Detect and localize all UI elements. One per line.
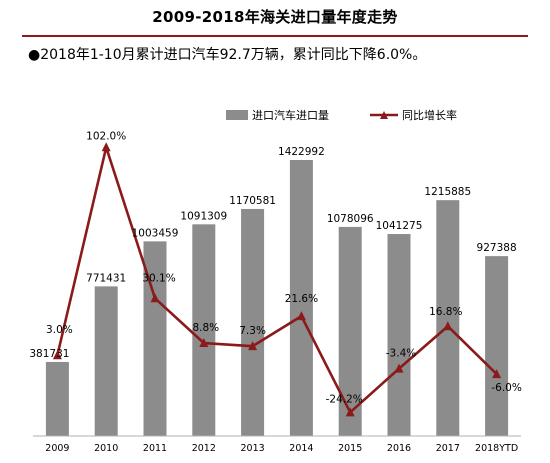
growth-rate-line bbox=[56, 146, 498, 414]
chart-title: 2009-2018年海关进口量年度走势 bbox=[152, 8, 398, 26]
bar-value-label-2012: 1091309 bbox=[180, 210, 227, 222]
growth-marker-2010 bbox=[101, 142, 111, 152]
growth-marker-2016 bbox=[394, 363, 404, 373]
x-tick-label-2014: 2014 bbox=[289, 443, 313, 454]
bar-value-label-2010: 771431 bbox=[86, 272, 126, 284]
bar-value-label-2018YTD: 927388 bbox=[477, 242, 517, 254]
growth-marker-2017 bbox=[443, 321, 453, 331]
x-tick-label-2011: 2011 bbox=[143, 443, 167, 454]
x-tick-label-2016: 2016 bbox=[387, 443, 411, 454]
growth-value-label-2014: 21.6% bbox=[285, 293, 318, 305]
x-tick-label-2010: 2010 bbox=[94, 443, 118, 454]
x-tick-label-2018YTD: 2018YTD bbox=[475, 443, 518, 454]
growth-marker-2013 bbox=[248, 341, 258, 351]
growth-marker-2009 bbox=[52, 350, 62, 360]
volume-bar-2010 bbox=[94, 286, 118, 436]
volume-bar-2012 bbox=[192, 224, 216, 436]
volume-bar-2016 bbox=[387, 234, 411, 436]
growth-value-label-2012: 8.8% bbox=[192, 322, 219, 334]
x-tick-label-2009: 2009 bbox=[45, 443, 69, 454]
volume-bar-2013 bbox=[241, 208, 265, 436]
bar-value-label-2015: 1078096 bbox=[327, 213, 374, 225]
bar-value-label-2016: 1041275 bbox=[376, 220, 423, 232]
volume-bar-2014 bbox=[289, 160, 313, 436]
x-tick-label-2017: 2017 bbox=[436, 443, 460, 454]
growth-marker-2018YTD bbox=[492, 369, 502, 379]
volume-bar-2017 bbox=[436, 200, 460, 436]
bar-value-label-2014: 1422992 bbox=[278, 146, 325, 158]
x-tick-label-2012: 2012 bbox=[192, 443, 216, 454]
volume-bar-2009 bbox=[45, 361, 69, 436]
growth-value-label-2017: 16.8% bbox=[429, 306, 462, 318]
chart-subtitle: ●2018年1-10月累计进口汽车92.7万辆，累计同比下降6.0%。 bbox=[28, 47, 427, 63]
x-tick-label-2015: 2015 bbox=[338, 443, 362, 454]
growth-marker-2011 bbox=[150, 293, 160, 303]
title-divider bbox=[22, 35, 528, 37]
growth-marker-2012 bbox=[199, 338, 209, 348]
bar-value-label-2011: 1003459 bbox=[132, 227, 179, 239]
growth-value-label-2010: 102.0% bbox=[86, 130, 126, 142]
growth-value-label-2013: 7.3% bbox=[239, 325, 266, 337]
growth-value-label-2011: 30.1% bbox=[142, 272, 175, 284]
growth-value-label-2015: -24.2% bbox=[326, 393, 363, 405]
bar-value-label-2017: 1215885 bbox=[424, 186, 471, 198]
x-tick-label-2013: 2013 bbox=[241, 443, 265, 454]
growth-marker-2014 bbox=[296, 311, 306, 321]
bar-value-label-2009: 381731 bbox=[29, 348, 69, 360]
growth-marker-2015 bbox=[345, 407, 355, 417]
growth-value-label-2016: -3.4% bbox=[386, 348, 416, 360]
legend-line-marker bbox=[380, 111, 388, 119]
bar-value-label-2013: 1170581 bbox=[229, 195, 276, 207]
growth-value-label-2009: 3.0% bbox=[46, 324, 73, 336]
volume-bar-2015 bbox=[338, 226, 362, 436]
volume-bar-2018YTD bbox=[485, 256, 509, 436]
growth-value-label-2018YTD: -6.0% bbox=[491, 382, 521, 394]
legend-line-label: 同比增长率 bbox=[402, 108, 457, 122]
volume-bar-2011 bbox=[143, 241, 167, 436]
legend-bar-swatch bbox=[226, 110, 248, 120]
legend-bar-label: 进口汽车进口量 bbox=[252, 108, 329, 122]
